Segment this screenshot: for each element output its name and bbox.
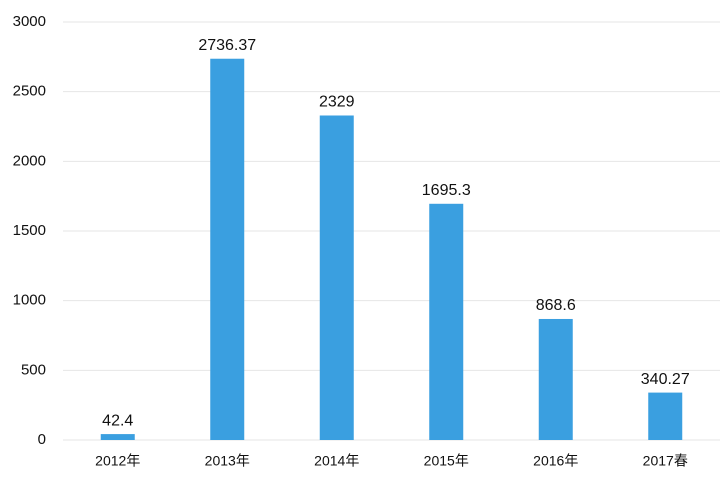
- y-tick-label: 1500: [13, 222, 46, 239]
- x-tick-label: 2014年: [314, 453, 359, 469]
- x-tick-label: 2015年: [424, 453, 469, 469]
- y-tick-label: 1000: [13, 292, 46, 309]
- x-tick-label: 2012年: [95, 453, 140, 469]
- value-label: 2736.37: [198, 37, 256, 54]
- bar: [429, 203, 464, 440]
- value-label: 2329: [319, 94, 355, 111]
- y-tick-label: 3000: [13, 13, 46, 30]
- y-tick-label: 500: [21, 361, 46, 378]
- value-label: 868.6: [536, 297, 576, 314]
- bar: [210, 58, 245, 440]
- y-tick-label: 2000: [13, 152, 46, 169]
- bar: [319, 115, 354, 440]
- value-label: 42.4: [102, 412, 133, 429]
- x-tick-label: 2017春: [643, 453, 688, 469]
- bar: [648, 392, 683, 440]
- bar: [100, 434, 135, 440]
- y-tick-label: 2500: [13, 83, 46, 100]
- value-label: 340.27: [641, 371, 690, 388]
- x-tick-label: 2013年: [205, 453, 250, 469]
- bar: [538, 318, 573, 440]
- x-tick-label: 2016年: [533, 453, 578, 469]
- y-tick-label: 0: [38, 431, 46, 448]
- value-label: 1695.3: [422, 182, 471, 199]
